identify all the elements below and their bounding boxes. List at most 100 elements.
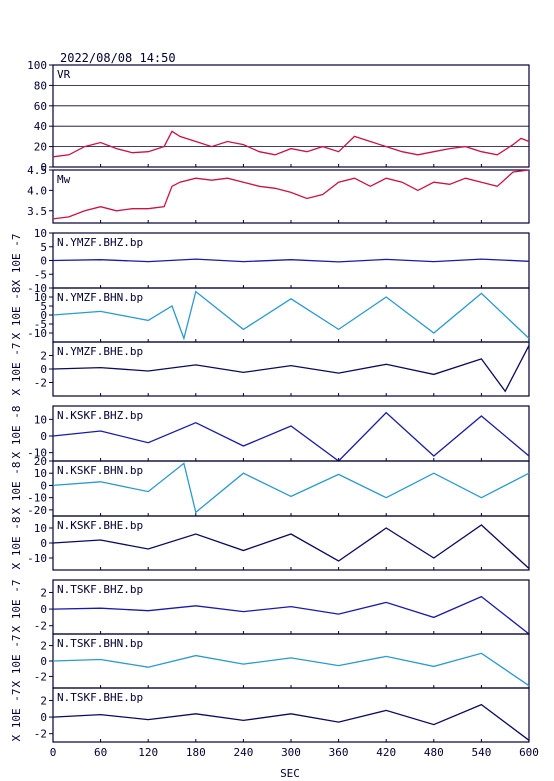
y-tick-label: -2 — [34, 377, 47, 390]
series-line — [52, 169, 530, 220]
y-tick-label: 5 — [40, 300, 47, 313]
y-tick-label: 80 — [34, 79, 47, 92]
axis-scale-label: X 10E -8 — [10, 517, 23, 570]
y-tick-label: 0 — [40, 711, 47, 724]
series-line — [52, 411, 530, 462]
axis-scale-label: X 10E -8 — [10, 406, 23, 459]
y-tick-label: 10 — [34, 467, 47, 480]
y-tick-label: 40 — [34, 120, 47, 133]
y-tick-label: 20 — [34, 455, 47, 468]
y-tick-label: 5 — [40, 241, 47, 254]
y-tick-label: -20 — [27, 504, 47, 517]
panel-label: N.YMZF.BHN.bp — [57, 291, 143, 304]
y-tick-label: -10 — [27, 492, 47, 505]
y-tick-label: 10 — [34, 227, 47, 240]
y-tick-label: 2 — [40, 350, 47, 363]
y-tick-label: 20 — [34, 141, 47, 154]
x-tick-label: 360 — [329, 746, 349, 759]
y-tick-label: 0 — [40, 603, 47, 616]
series-line — [52, 462, 530, 514]
y-tick-label: -10 — [27, 282, 47, 295]
panel-label: N.TSKF.BHZ.bp — [57, 583, 143, 596]
panel-label: N.YMZF.BHZ.bp — [57, 236, 143, 249]
x-axis-label: SEC — [280, 767, 300, 780]
axis-scale-label: X 10E -8 — [10, 287, 23, 340]
y-tick-label: -10 — [27, 327, 47, 340]
y-tick-label: 10 — [34, 291, 47, 304]
panel-label: N.KSKF.BHZ.bp — [57, 409, 143, 422]
x-tick-label: 180 — [186, 746, 206, 759]
y-tick-label: -10 — [27, 552, 47, 565]
y-tick-label: 10 — [34, 522, 47, 535]
y-tick-label: 0 — [40, 255, 47, 268]
series-line — [52, 652, 530, 687]
x-axis: 0 60 120 180 240 300 360 420 480 540 600 — [50, 746, 539, 759]
y-tick-label: -5 — [34, 268, 47, 281]
y-tick-label: 100 — [27, 59, 47, 72]
y-tick-label: 0 — [40, 363, 47, 376]
x-tick-label: 600 — [519, 746, 539, 759]
y-tick-label: 0 — [40, 655, 47, 668]
panel-8: 2 0 -2 N.TSKF.BHZ.bp X 10E -7 — [10, 579, 530, 635]
x-tick-label: 120 — [138, 746, 158, 759]
x-tick-label: 420 — [376, 746, 396, 759]
timestamp-label: 2022/08/08 14:50 — [60, 51, 176, 65]
panel-label: N.YMZF.BHE.bp — [57, 345, 143, 358]
panel-label: N.KSKF.BHE.bp — [57, 519, 143, 532]
series-line — [52, 130, 530, 158]
series-line — [52, 258, 530, 263]
axis-scale-label: X 10E -7 — [10, 635, 23, 688]
panel-1: 4.5 4.0 3.5 Mw — [27, 164, 530, 224]
y-tick-label: 4.5 — [27, 164, 47, 177]
panels: 100806040200VR4.54.03.5Mw1050-5-10N.YMZF… — [10, 59, 530, 743]
x-tick-label: 60 — [94, 746, 107, 759]
panel-0: 100 80 60 40 20 0 VR — [27, 59, 530, 174]
y-tick-label: 2 — [40, 694, 47, 707]
y-tick-label: -2 — [34, 728, 47, 741]
y-tick-label: 4.0 — [27, 184, 47, 197]
y-tick-label: 0 — [40, 430, 47, 443]
axis-scale-label: X 10E -7 — [10, 343, 23, 396]
y-tick-label: -5 — [34, 318, 47, 331]
axis-scale-label: X 10E -8 — [10, 462, 23, 515]
panel-label: N.KSKF.BHN.bp — [57, 464, 143, 477]
panel-label: N.TSKF.BHE.bp — [57, 691, 143, 704]
panel-frame — [52, 64, 530, 168]
y-tick-label: -2 — [34, 620, 47, 633]
x-tick-label: 300 — [281, 746, 301, 759]
y-tick-label: 3.5 — [27, 205, 47, 218]
x-tick-label: 0 — [50, 746, 57, 759]
series-line — [52, 524, 530, 569]
series-line — [52, 345, 530, 393]
y-tick-label: 60 — [34, 100, 47, 113]
panel-4: 20-2 N.YMZF.BHE.bp X 10E -7 — [10, 341, 530, 397]
series-line — [52, 290, 530, 341]
panel-7: 10 0 -10 N.KSKF.BHE.bp X 10E -8 — [10, 515, 530, 571]
axis-scale-label: X 10E -7 — [10, 689, 23, 742]
x-tick-label: 480 — [424, 746, 444, 759]
axis-scale-label: X 10E -7 — [10, 234, 23, 287]
y-tick-label: -2 — [34, 670, 47, 683]
y-tick-label: 0 — [40, 537, 47, 550]
panel-10: 2 0 -2 N.TSKF.BHE.bp X 10E -7 — [10, 687, 530, 743]
series-line — [52, 595, 530, 635]
x-tick-label: 240 — [233, 746, 253, 759]
panel-frame — [52, 169, 530, 224]
y-tick-label: 0 — [40, 479, 47, 492]
x-tick-label: 540 — [471, 746, 491, 759]
panel-9: 2 0 -2 N.TSKF.BHN.bp X 10E -7 — [10, 633, 530, 689]
y-tick-label: 0 — [40, 309, 47, 322]
y-tick-label: 0 — [40, 161, 47, 174]
y-tick-label: 2 — [40, 640, 47, 653]
axis-scale-label: X 10E -7 — [10, 580, 23, 633]
y-tick-label: 10 — [34, 413, 47, 426]
panel-5: 10 0 -10 N.KSKF.BHZ.bp X 10E -8 — [10, 405, 530, 462]
y-tick-label: 2 — [40, 586, 47, 599]
panel-label: Mw — [57, 173, 71, 186]
series-line — [52, 703, 530, 741]
panel-label: VR — [57, 68, 71, 81]
